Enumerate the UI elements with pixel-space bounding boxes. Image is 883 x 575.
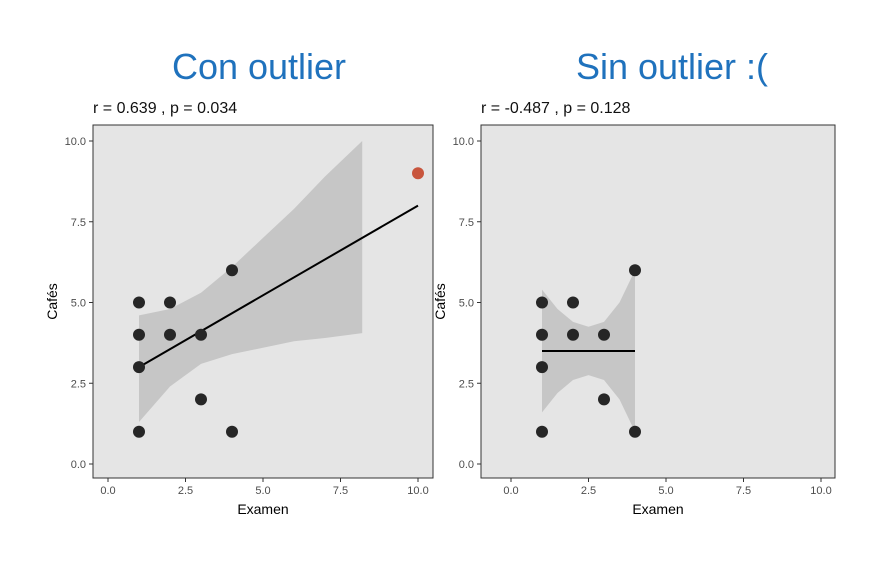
y-tick-label: 0.0	[459, 459, 474, 471]
data-point	[536, 328, 548, 341]
data-point	[629, 425, 641, 438]
x-tick-label: 7.5	[736, 485, 751, 497]
y-tick-label: 2.5	[71, 378, 86, 390]
data-point	[598, 393, 610, 406]
y-tick-label: 10.0	[453, 136, 474, 148]
x-tick-label: 7.5	[333, 485, 348, 497]
data-point	[536, 425, 548, 438]
data-point	[598, 328, 610, 341]
regression-line	[138, 204, 419, 368]
y-tick-label: 0.0	[71, 459, 86, 471]
x-tick-label: 0.0	[503, 485, 518, 497]
data-point	[567, 296, 579, 309]
chart-subtitle: r = 0.639 , p = 0.034	[93, 100, 237, 117]
data-point	[195, 328, 207, 341]
x-tick-label: 5.0	[658, 485, 673, 497]
data-point	[133, 328, 145, 341]
y-tick-label: 7.5	[459, 217, 474, 229]
data-point	[226, 425, 238, 438]
data-point	[226, 264, 238, 277]
data-point	[536, 296, 548, 309]
x-tick-label: 10.0	[810, 485, 831, 497]
y-tick-label: 5.0	[71, 298, 86, 310]
x-tick-label: 2.5	[178, 485, 193, 497]
x-tick-label: 2.5	[581, 485, 596, 497]
y-tick-label: 10.0	[65, 136, 86, 148]
x-axis-label: Examen	[237, 501, 288, 517]
y-tick-label: 2.5	[459, 378, 474, 390]
x-tick-label: 10.0	[407, 485, 428, 497]
data-point	[629, 264, 641, 277]
chart-title: Con outlier	[172, 46, 346, 87]
x-axis-label: Examen	[632, 501, 683, 517]
plot-panel	[480, 124, 836, 479]
data-point	[133, 296, 145, 309]
data-point	[164, 328, 176, 341]
data-point	[133, 425, 145, 438]
y-axis-label: Cafés	[44, 283, 60, 320]
data-point	[195, 393, 207, 406]
data-point	[133, 361, 145, 374]
y-tick-label: 5.0	[459, 298, 474, 310]
data-point	[567, 328, 579, 341]
y-axis-label: Cafés	[432, 283, 448, 320]
confidence-band	[139, 141, 363, 423]
data-point	[536, 361, 548, 374]
data-point	[164, 296, 176, 309]
chart-title: Sin outlier :(	[576, 46, 768, 87]
outlier-point	[412, 167, 424, 180]
chart-subtitle: r = -0.487 , p = 0.128	[481, 100, 631, 117]
x-tick-label: 0.0	[100, 485, 115, 497]
y-tick-label: 7.5	[71, 217, 86, 229]
x-tick-label: 5.0	[255, 485, 270, 497]
